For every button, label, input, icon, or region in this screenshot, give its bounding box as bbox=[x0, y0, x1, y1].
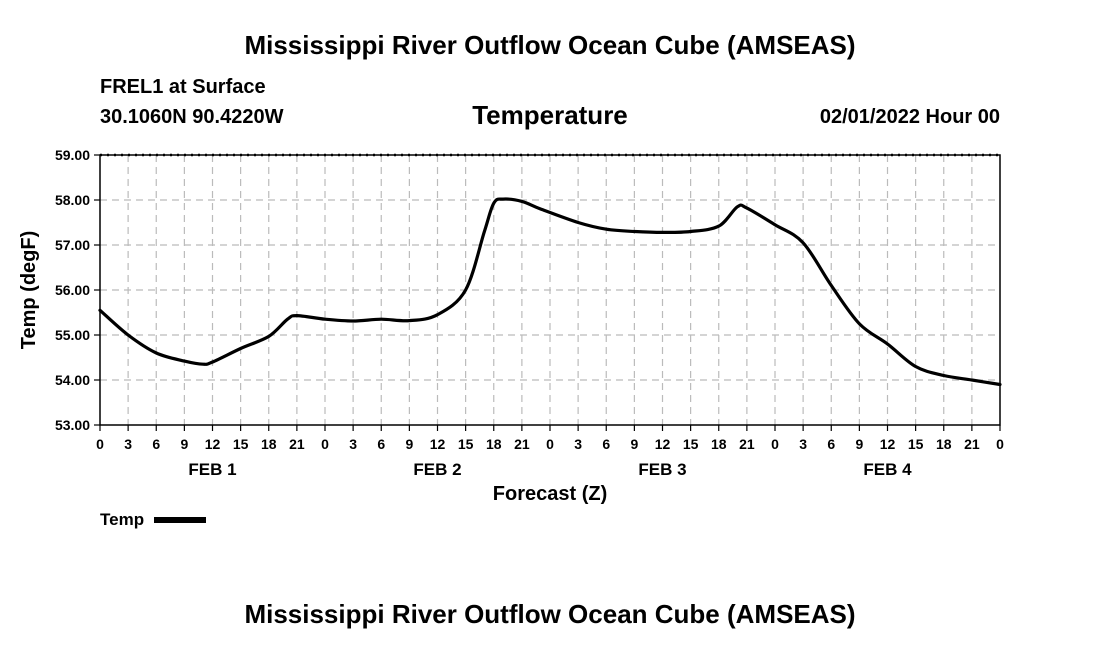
station-label: FREL1 at Surface bbox=[100, 76, 266, 98]
x-tick-label: 15 bbox=[458, 436, 474, 452]
x-tick-label: 15 bbox=[683, 436, 699, 452]
x-tick-label: 21 bbox=[739, 436, 755, 452]
y-tick-label: 53.00 bbox=[55, 417, 90, 433]
x-tick-label: 18 bbox=[936, 436, 952, 452]
y-tick-label: 57.00 bbox=[55, 237, 90, 253]
x-axis-title: Forecast (Z) bbox=[493, 483, 607, 505]
forecast-datetime: 02/01/2022 Hour 00 bbox=[819, 106, 1000, 128]
axis-ticks bbox=[94, 154, 1001, 431]
x-tick-label: 18 bbox=[261, 436, 277, 452]
legend: Temp bbox=[100, 510, 207, 530]
x-tick-label: 21 bbox=[289, 436, 305, 452]
chart-subtitle: Temperature bbox=[472, 100, 628, 130]
x-tick-label: 21 bbox=[514, 436, 530, 452]
y-tick-label: 55.00 bbox=[55, 327, 90, 343]
day-label: FEB 1 bbox=[188, 460, 236, 479]
x-tick-label: 15 bbox=[233, 436, 249, 452]
x-tick-label: 3 bbox=[574, 436, 582, 452]
x-tick-label: 0 bbox=[321, 436, 329, 452]
x-tick-label: 0 bbox=[771, 436, 779, 452]
x-tick-label: 9 bbox=[855, 436, 863, 452]
x-tick-label: 0 bbox=[96, 436, 104, 452]
x-tick-label: 15 bbox=[908, 436, 924, 452]
x-tick-label: 3 bbox=[349, 436, 357, 452]
series-line-temp bbox=[98, 197, 1002, 387]
x-tick-label: 21 bbox=[964, 436, 980, 452]
x-tick-label: 18 bbox=[486, 436, 502, 452]
y-tick-label: 59.00 bbox=[55, 147, 90, 163]
footer-title: Mississippi River Outflow Ocean Cube (AM… bbox=[244, 599, 856, 629]
x-tick-label: 3 bbox=[124, 436, 132, 452]
x-tick-label: 12 bbox=[655, 436, 671, 452]
legend-swatch bbox=[154, 517, 207, 523]
day-label: FEB 2 bbox=[413, 460, 461, 479]
legend-label: Temp bbox=[100, 510, 145, 529]
y-tick-label: 54.00 bbox=[55, 372, 90, 388]
main-title: Mississippi River Outflow Ocean Cube (AM… bbox=[244, 30, 856, 60]
x-tick-label: 0 bbox=[546, 436, 554, 452]
axis-labels: 53.00 54.00 55.00 56.00 57.00 58.00 59.00 0 3 6 9 1… bbox=[55, 147, 1004, 479]
y-axis-title: Temp (degF) bbox=[18, 231, 40, 350]
x-tick-label: 3 bbox=[799, 436, 807, 452]
x-tick-label: 0 bbox=[996, 436, 1004, 452]
x-tick-label: 9 bbox=[405, 436, 413, 452]
x-tick-label: 6 bbox=[377, 436, 385, 452]
y-tick-label: 56.00 bbox=[55, 282, 90, 298]
x-tick-label: 12 bbox=[430, 436, 446, 452]
x-tick-label: 12 bbox=[880, 436, 896, 452]
x-tick-label: 6 bbox=[152, 436, 160, 452]
x-tick-label: 6 bbox=[827, 436, 835, 452]
x-tick-label: 6 bbox=[602, 436, 610, 452]
day-label: FEB 3 bbox=[638, 460, 686, 479]
x-tick-label: 9 bbox=[630, 436, 638, 452]
grid-lines bbox=[100, 155, 1000, 425]
x-tick-label: 18 bbox=[711, 436, 727, 452]
coordinates-label: 30.1060N 90.4220W bbox=[100, 106, 284, 128]
day-label: FEB 4 bbox=[863, 460, 912, 479]
x-tick-label: 12 bbox=[205, 436, 221, 452]
series-layer bbox=[98, 197, 1002, 387]
y-tick-label: 58.00 bbox=[55, 192, 90, 208]
x-tick-label: 9 bbox=[180, 436, 188, 452]
